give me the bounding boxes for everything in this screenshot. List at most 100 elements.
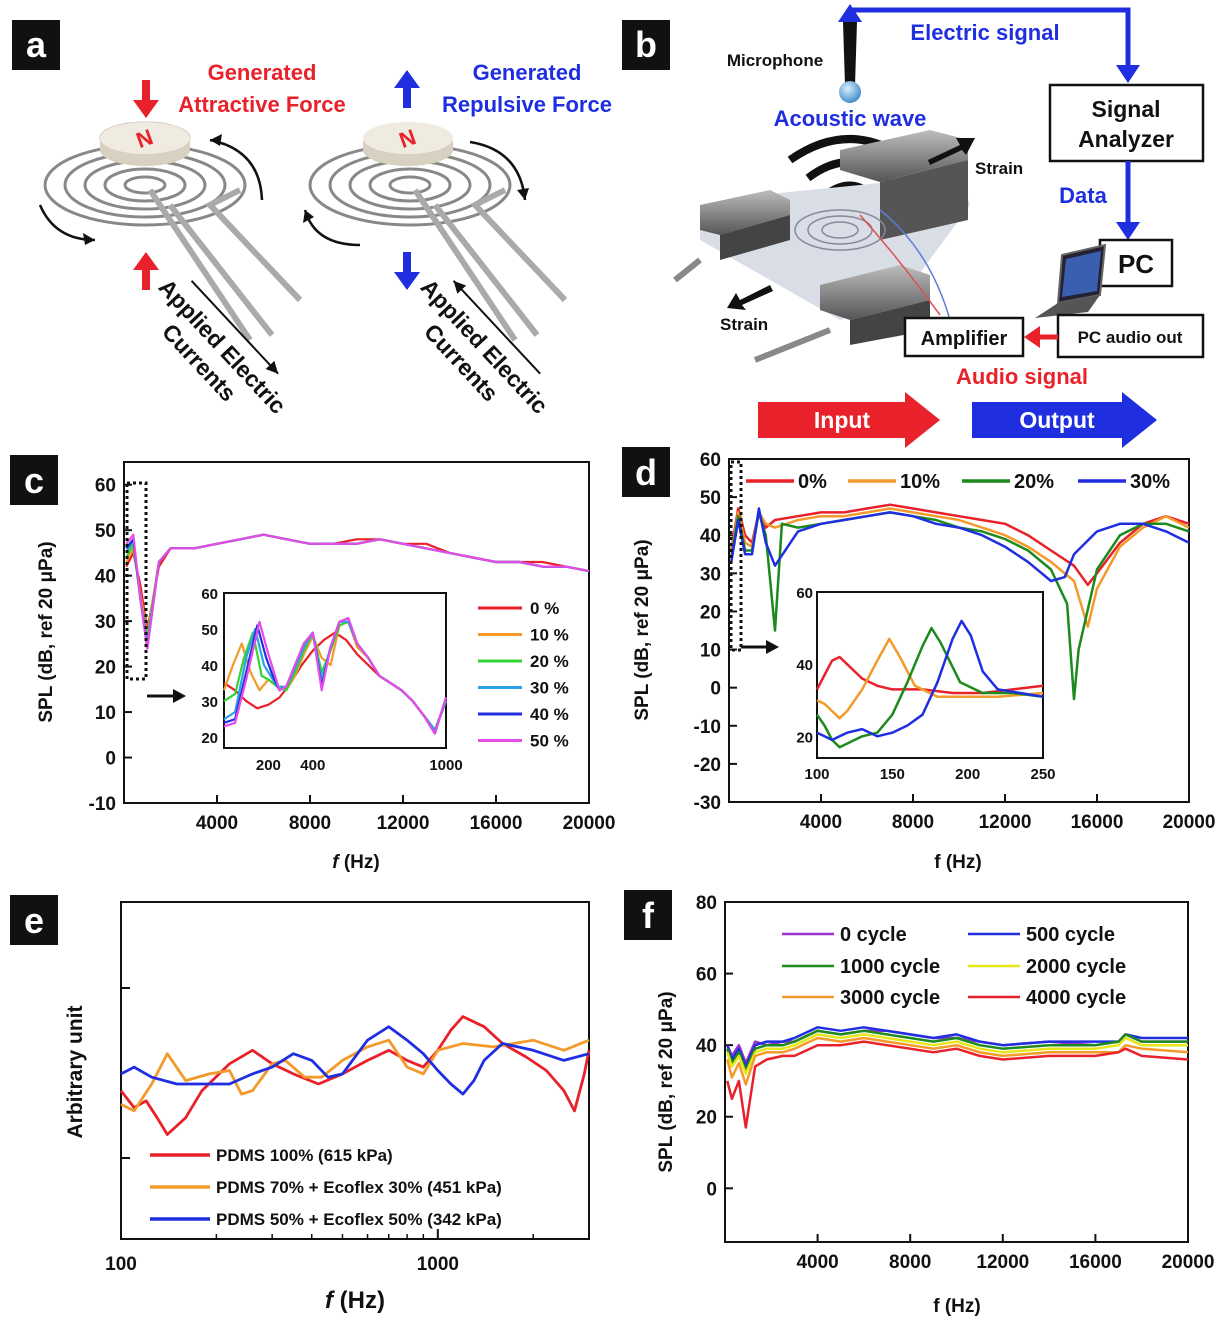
laptop-icon — [1035, 243, 1107, 318]
legend-label: PDMS 100% (615 kPa) — [216, 1146, 393, 1165]
f-series-3 — [726, 1033, 1188, 1076]
panel-letter-box — [12, 20, 60, 70]
inset: 20 40 60 100 150 200 250 — [796, 585, 1055, 783]
legend: 0% 10% 20% 30% — [746, 471, 1170, 493]
d-inset-series-2 — [815, 626, 1044, 749]
x-axis: 4000 8000 12000 16000 20000 — [796, 1234, 1214, 1273]
pc-audio-out-box — [1056, 313, 1205, 359]
x-axis-label-unit: (Hz) — [333, 1287, 385, 1314]
inset-y-tick-label: 40 — [796, 657, 813, 674]
coil-right: N — [303, 122, 568, 342]
x-axis: 100 1000 — [105, 1229, 590, 1275]
panel-letter-box — [622, 447, 670, 497]
inset-frame — [223, 592, 447, 749]
output-label: Output — [1019, 407, 1095, 433]
inset-y-tick-label: 20 — [201, 730, 218, 747]
y-tick-label: 0 — [710, 679, 721, 700]
inset-x-tick-label: 200 — [256, 757, 281, 774]
inset-x-tick-label: 150 — [880, 766, 905, 783]
d-series-0 — [730, 503, 1190, 587]
legend-label: 30 % — [530, 679, 569, 698]
y-tick-label: 30 — [700, 564, 721, 585]
panel-letter-box — [624, 890, 672, 940]
e-series-2 — [120, 1025, 590, 1096]
amplifier-box — [903, 316, 1025, 358]
legend-label: 0% — [798, 471, 827, 493]
x-tick-label: 8000 — [892, 812, 934, 833]
legend-label: 2000 cycle — [1026, 956, 1126, 978]
plot-frame — [724, 901, 1189, 1243]
panel-a: a N Generated Attractive Force — [12, 20, 612, 419]
x-axis: 4000 8000 12000 16000 20000 — [196, 795, 615, 834]
e-series-0 — [119, 1015, 591, 1136]
legend-label: 30% — [1130, 471, 1170, 493]
y-axis: -10 0 10 20 30 40 50 60 — [89, 476, 132, 815]
legend-label: 0 cycle — [840, 924, 907, 946]
c-inset-series-5 — [223, 617, 448, 735]
f-series-2 — [726, 1029, 1188, 1072]
y-axis-label: Arbitrary unit — [64, 1005, 87, 1138]
y-axis: 0 20 40 60 80 — [696, 893, 733, 1200]
inset-y-tick-label: 20 — [796, 729, 813, 746]
y-axis-label: SPL (dB, ref 20 μPa) — [632, 539, 653, 720]
inset-y-tick-label: 60 — [201, 586, 218, 603]
inset-x-tick-label: 200 — [955, 766, 980, 783]
y-axis: -30 -20 -10 0 10 20 30 40 50 60 — [694, 450, 737, 814]
d-inset-series-3 — [816, 619, 1044, 742]
y-axis-label: SPL (dB, ref 20 μPa) — [36, 541, 57, 722]
legend-label: 20% — [1014, 471, 1054, 493]
y-tick-label: 50 — [95, 521, 116, 542]
legend-label: 1000 cycle — [840, 956, 940, 978]
y-tick-label: 10 — [95, 703, 116, 724]
microphone-label: Microphone — [727, 51, 823, 70]
pc-label: PC — [1118, 249, 1154, 279]
legend-label: PDMS 70% + Ecoflex 30% (451 kPa) — [216, 1178, 502, 1197]
y-tick-label: 50 — [700, 488, 721, 509]
y-tick-label: -20 — [694, 755, 721, 776]
legend-label: 50 % — [530, 732, 569, 751]
x-tick-label: 16000 — [1069, 1252, 1122, 1273]
y-tick-label: 20 — [95, 658, 116, 679]
legend-label: 4000 cycle — [1026, 987, 1126, 1009]
x-axis-label: f (Hz) — [934, 852, 981, 873]
y-tick-label: -30 — [694, 793, 721, 814]
inset-lines — [222, 617, 448, 735]
x-tick-label: 8000 — [889, 1252, 931, 1273]
y-tick-label: 0 — [105, 749, 116, 770]
electric-signal-label: Electric signal — [910, 20, 1059, 45]
panel-letter: f — [642, 895, 655, 936]
signal-analyzer-line-1: Signal — [1091, 96, 1160, 122]
repulsive-arrow-top — [394, 70, 420, 108]
data-label: Data — [1059, 183, 1107, 208]
y-tick-label: 40 — [696, 1036, 717, 1057]
y-tick-label: -10 — [694, 717, 721, 738]
x-tick-label: 100 — [105, 1254, 137, 1275]
attractive-arrow-top — [133, 80, 159, 118]
legend-label: 10 % — [530, 626, 569, 645]
zoom-region — [729, 460, 743, 652]
panel-letter: c — [24, 460, 44, 501]
inset-y-tick-label: 40 — [201, 658, 218, 675]
x-tick-label: 16000 — [1071, 812, 1124, 833]
output-arrow — [972, 392, 1157, 448]
legend-label: 3000 cycle — [840, 987, 940, 1009]
x-tick-label: 20000 — [1162, 1252, 1215, 1273]
x-tick-label: 4000 — [800, 812, 842, 833]
panel-f-chart: f 0 20 40 60 80 4000 8000 12000 16000 20000 SPL … — [624, 890, 1214, 1317]
strain-label-right: Strain — [975, 159, 1023, 178]
x-tick-label: 8000 — [289, 813, 331, 834]
c-series-5 — [125, 533, 590, 650]
panel-d-chart: d -30 -20 -10 0 10 20 30 40 50 60 4000 8000 12000 16… — [622, 447, 1215, 873]
plot-lines — [119, 1015, 591, 1136]
x-tick-label: 12000 — [377, 813, 430, 834]
y-tick-label: 20 — [696, 1108, 717, 1129]
left-force-title-2: Attractive Force — [178, 92, 346, 117]
inset-x-tick-label: 400 — [300, 757, 325, 774]
x-axis-label: f (Hz) — [933, 1296, 980, 1317]
inset-x-tick-label: 250 — [1030, 766, 1055, 783]
f-series-4 — [726, 1036, 1189, 1086]
legend-label: PDMS 50% + Ecoflex 50% (342 kPa) — [216, 1210, 502, 1229]
legend-label: 500 cycle — [1026, 924, 1115, 946]
